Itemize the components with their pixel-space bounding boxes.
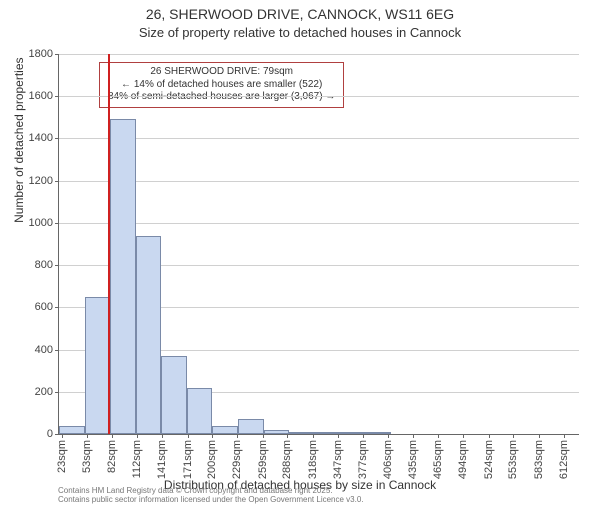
xtick-mark bbox=[313, 434, 314, 438]
xtick-mark bbox=[363, 434, 364, 438]
xtick-mark bbox=[212, 434, 213, 438]
gridline-h bbox=[59, 54, 579, 55]
xtick-mark bbox=[137, 434, 138, 438]
histogram-bar bbox=[315, 432, 341, 434]
histogram-bar bbox=[264, 430, 290, 434]
xtick-label: 612sqm bbox=[558, 440, 570, 479]
ytick-label: 800 bbox=[35, 259, 53, 271]
footer-line-2: Contains public sector information licen… bbox=[58, 496, 364, 505]
ytick-label: 400 bbox=[35, 344, 53, 356]
xtick-mark bbox=[287, 434, 288, 438]
ytick-mark bbox=[55, 265, 59, 266]
xtick-label: 465sqm bbox=[432, 440, 444, 479]
xtick-label: 82sqm bbox=[106, 440, 118, 473]
xtick-mark bbox=[413, 434, 414, 438]
annotation-line-3: 84% of semi-detached houses are larger (… bbox=[108, 91, 335, 104]
chart-subtitle: Size of property relative to detached ho… bbox=[0, 25, 600, 40]
histogram-bar bbox=[187, 388, 213, 434]
annotation-box: 26 SHERWOOD DRIVE: 79sqm ← 14% of detach… bbox=[99, 62, 344, 108]
gridline-h bbox=[59, 96, 579, 97]
xtick-label: 259sqm bbox=[257, 440, 269, 479]
ytick-mark bbox=[55, 223, 59, 224]
ytick-label: 1000 bbox=[29, 217, 53, 229]
histogram-bar bbox=[59, 426, 85, 434]
xtick-label: 318sqm bbox=[307, 440, 319, 479]
xtick-mark bbox=[489, 434, 490, 438]
gridline-h bbox=[59, 138, 579, 139]
ytick-mark bbox=[55, 434, 59, 435]
xtick-label: 53sqm bbox=[81, 440, 93, 473]
ytick-label: 1600 bbox=[29, 90, 53, 102]
xtick-mark bbox=[438, 434, 439, 438]
xtick-mark bbox=[463, 434, 464, 438]
annotation-line-1: 26 SHERWOOD DRIVE: 79sqm bbox=[108, 66, 335, 79]
xtick-label: 200sqm bbox=[206, 440, 218, 479]
gridline-h bbox=[59, 181, 579, 182]
ytick-label: 0 bbox=[47, 428, 53, 440]
ytick-label: 1800 bbox=[29, 48, 53, 60]
xtick-mark bbox=[188, 434, 189, 438]
ytick-mark bbox=[55, 96, 59, 97]
xtick-label: 377sqm bbox=[357, 440, 369, 479]
marker-line bbox=[108, 54, 110, 434]
xtick-label: 141sqm bbox=[156, 440, 168, 479]
xtick-label: 229sqm bbox=[231, 440, 243, 479]
histogram-bar bbox=[85, 297, 111, 434]
xtick-mark bbox=[388, 434, 389, 438]
ytick-label: 1200 bbox=[29, 175, 53, 187]
xtick-mark bbox=[62, 434, 63, 438]
xtick-label: 347sqm bbox=[332, 440, 344, 479]
xtick-label: 171sqm bbox=[182, 440, 194, 479]
xtick-mark bbox=[338, 434, 339, 438]
histogram-bar bbox=[110, 119, 136, 434]
xtick-label: 406sqm bbox=[382, 440, 394, 479]
ytick-mark bbox=[55, 350, 59, 351]
xtick-label: 288sqm bbox=[281, 440, 293, 479]
ytick-mark bbox=[55, 392, 59, 393]
histogram-bar bbox=[289, 432, 315, 434]
xtick-label: 553sqm bbox=[507, 440, 519, 479]
footer-note: Contains HM Land Registry data © Crown c… bbox=[58, 487, 364, 505]
chart-plot-area: 26 SHERWOOD DRIVE: 79sqm ← 14% of detach… bbox=[58, 54, 579, 435]
xtick-label: 23sqm bbox=[56, 440, 68, 473]
ytick-label: 1400 bbox=[29, 132, 53, 144]
chart-title: 26, SHERWOOD DRIVE, CANNOCK, WS11 6EG bbox=[0, 6, 600, 23]
ytick-mark bbox=[55, 138, 59, 139]
histogram-bar bbox=[212, 426, 238, 434]
xtick-mark bbox=[263, 434, 264, 438]
xtick-mark bbox=[513, 434, 514, 438]
xtick-label: 494sqm bbox=[457, 440, 469, 479]
xtick-label: 524sqm bbox=[483, 440, 495, 479]
xtick-mark bbox=[87, 434, 88, 438]
histogram-bar bbox=[238, 419, 264, 434]
y-axis-label: Number of detached properties bbox=[12, 57, 26, 222]
xtick-mark bbox=[539, 434, 540, 438]
ytick-label: 200 bbox=[35, 386, 53, 398]
xtick-mark bbox=[564, 434, 565, 438]
histogram-bar bbox=[340, 432, 366, 434]
ytick-label: 600 bbox=[35, 301, 53, 313]
annotation-line-2: ← 14% of detached houses are smaller (52… bbox=[108, 79, 335, 92]
histogram-bar bbox=[161, 356, 187, 434]
xtick-label: 583sqm bbox=[533, 440, 545, 479]
xtick-mark bbox=[162, 434, 163, 438]
ytick-mark bbox=[55, 307, 59, 308]
xtick-label: 112sqm bbox=[131, 440, 143, 478]
xtick-mark bbox=[112, 434, 113, 438]
xtick-mark bbox=[237, 434, 238, 438]
ytick-mark bbox=[55, 181, 59, 182]
xtick-label: 435sqm bbox=[407, 440, 419, 479]
ytick-mark bbox=[55, 54, 59, 55]
histogram-bar bbox=[136, 236, 162, 434]
gridline-h bbox=[59, 223, 579, 224]
